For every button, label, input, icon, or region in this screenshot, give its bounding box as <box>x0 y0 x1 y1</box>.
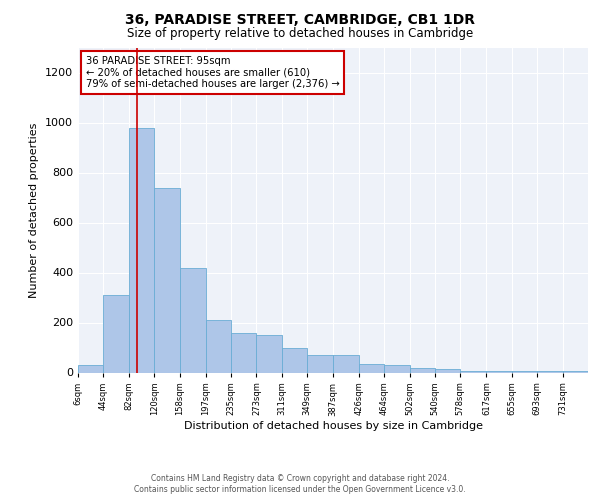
Text: Contains HM Land Registry data © Crown copyright and database right 2024.
Contai: Contains HM Land Registry data © Crown c… <box>134 474 466 494</box>
Bar <box>282 348 307 372</box>
Bar <box>206 320 231 372</box>
Bar <box>410 368 435 372</box>
Bar <box>384 365 410 372</box>
Bar <box>103 295 129 372</box>
Bar <box>154 188 179 372</box>
Y-axis label: Number of detached properties: Number of detached properties <box>29 122 40 298</box>
Bar <box>563 371 588 372</box>
Bar <box>256 335 282 372</box>
Text: Size of property relative to detached houses in Cambridge: Size of property relative to detached ho… <box>127 28 473 40</box>
Bar <box>129 128 154 372</box>
Text: 36, PARADISE STREET, CAMBRIDGE, CB1 1DR: 36, PARADISE STREET, CAMBRIDGE, CB1 1DR <box>125 12 475 26</box>
Bar <box>512 371 537 372</box>
Bar <box>179 268 206 372</box>
Bar <box>435 369 460 372</box>
Bar <box>78 365 103 372</box>
Bar <box>359 364 384 372</box>
Text: 36 PARADISE STREET: 95sqm
← 20% of detached houses are smaller (610)
79% of semi: 36 PARADISE STREET: 95sqm ← 20% of detac… <box>86 56 340 89</box>
X-axis label: Distribution of detached houses by size in Cambridge: Distribution of detached houses by size … <box>184 421 482 431</box>
Bar <box>487 371 512 372</box>
Bar <box>588 370 600 372</box>
Bar <box>307 355 332 372</box>
Bar <box>460 371 487 372</box>
Bar <box>537 371 563 372</box>
Bar <box>231 332 256 372</box>
Bar <box>332 355 359 372</box>
